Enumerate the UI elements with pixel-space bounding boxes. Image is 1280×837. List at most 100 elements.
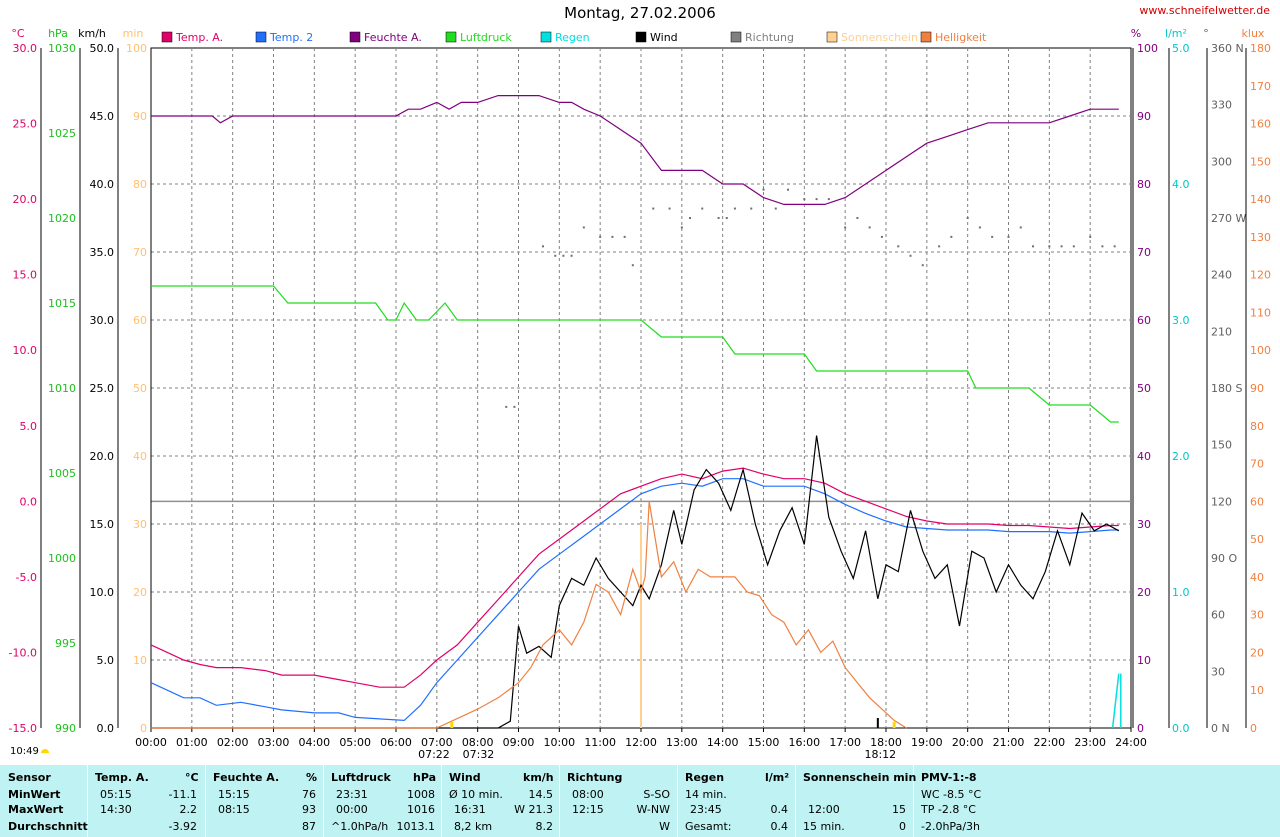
direction-dot [921, 264, 924, 267]
wind-distance: 8,2 km [454, 820, 493, 833]
pres-max-time: 00:00 [336, 803, 368, 816]
axis-tick-sun: 100 [126, 42, 147, 55]
hum-min: 76 [302, 788, 316, 801]
direction-dot [966, 217, 969, 219]
axis-tick-temp: -15.0 [9, 722, 37, 735]
axis-tick-temp: 0.0 [20, 495, 38, 508]
rain-max-time: 23:45 [690, 803, 722, 816]
axis-tick-sun: 10 [133, 654, 147, 667]
row-avg: Durchschnitt [8, 820, 88, 833]
x-tick-label: 09:00 [503, 736, 535, 749]
axis-tick-wind: 0.0 [97, 722, 115, 735]
axis-tick-dir: 90 O [1211, 552, 1237, 565]
wind-min: 14.5 [528, 788, 554, 801]
site-url[interactable]: www.schneifelwetter.de [1139, 4, 1270, 17]
header-rain: Regen [685, 771, 725, 784]
axis-tick-wind: 45.0 [90, 110, 115, 123]
legend-swatch [445, 31, 457, 43]
direction-dot [1019, 226, 1022, 229]
axis-tick-wind: 20.0 [90, 450, 115, 463]
hum-avg: 87 [302, 820, 316, 833]
temp-avg: -3.92 [168, 820, 197, 833]
header-wind: Wind [449, 771, 481, 784]
hum-min-time: 15:15 [218, 788, 250, 801]
axis-tick-rain: 4.0 [1172, 178, 1190, 191]
axis-tick-lux: 60 [1250, 495, 1264, 508]
series-wind [151, 435, 1120, 729]
axis-tick-humidity: 60 [1137, 314, 1151, 327]
axis-unit-lux: klux [1242, 27, 1265, 40]
x-tick-label: 13:00 [666, 736, 698, 749]
direction-dot [750, 207, 753, 210]
direction-dot [787, 188, 789, 191]
axis-tick-sun: 50 [133, 382, 147, 395]
x-tick-label: 17:00 [829, 736, 861, 749]
axis-tick-temp: 25.0 [13, 118, 38, 131]
header-dir: Richtung [567, 771, 623, 784]
axis-unit-pressure: hPa [48, 27, 68, 40]
direction-dot [689, 217, 691, 219]
axis-tick-humidity: 30 [1137, 518, 1151, 531]
sun-icon [40, 749, 49, 753]
direction-dot [868, 226, 871, 229]
axis-tick-pressure: 1030 [48, 42, 76, 55]
x-tick-label: 19:00 [911, 736, 943, 749]
axis-tick-pressure: 990 [55, 722, 76, 735]
direction-dot [880, 235, 883, 238]
axis-tick-wind: 10.0 [90, 586, 115, 599]
axis-tick-pressure: 1010 [48, 382, 76, 395]
x-tick-label: 01:00 [176, 736, 208, 749]
axis-tick-humidity: 0 [1137, 722, 1144, 735]
axis-tick-temp: 20.0 [13, 193, 38, 206]
pres-min: 1008 [407, 788, 435, 801]
header-pres: Luftdruck [331, 771, 391, 784]
pres-trend: ^1.0hPa/h [331, 820, 389, 833]
direction-dot [1007, 235, 1010, 238]
axis-tick-dir: 150 [1211, 439, 1232, 452]
x-tick-label: 02:00 [217, 736, 249, 749]
axis-tick-lux: 140 [1250, 193, 1271, 206]
axis-tick-wind: 30.0 [90, 314, 115, 327]
header-wind-unit: km/h [523, 771, 554, 784]
axis-tick-dir: 210 [1211, 325, 1232, 338]
axis-unit-wind: km/h [78, 27, 106, 40]
axis-tick-lux: 100 [1250, 344, 1271, 357]
x-tick-label: 03:00 [258, 736, 290, 749]
direction-dot [717, 217, 720, 219]
axis-tick-sun: 20 [133, 586, 147, 599]
x-tick-label: 22:00 [1033, 736, 1065, 749]
pmv-windchill: WC -8.5 °C [921, 788, 982, 801]
direction-dot [938, 245, 941, 248]
x-tick-label: 23:00 [1074, 736, 1106, 749]
axis-tick-dir: 0 N [1211, 722, 1230, 735]
axis-unit-rain: l/m² [1165, 27, 1187, 40]
x-tick-label: 08:00 [462, 736, 494, 749]
axis-tick-dir: 120 [1211, 495, 1232, 508]
legend-swatch [349, 31, 361, 43]
header-sun: Sonnenschein min [803, 771, 917, 784]
direction-dot [652, 207, 655, 210]
temp-max: 2.2 [179, 803, 198, 816]
header-temp: Temp. A. [95, 771, 149, 784]
direction-dot [856, 217, 859, 219]
divider [441, 765, 442, 837]
axis-tick-sun: 40 [133, 450, 147, 463]
axis-tick-lux: 10 [1250, 684, 1264, 697]
axis-tick-humidity: 50 [1137, 382, 1151, 395]
divider [559, 765, 560, 837]
wind-min-label: Ø 10 min. [449, 788, 503, 801]
header-rain-unit: l/m² [765, 771, 790, 784]
x-tick-label: 18:00 [870, 736, 902, 749]
sun-duration: 15 min. [803, 820, 845, 833]
axis-tick-humidity: 100 [1137, 42, 1158, 55]
axis-tick-sun: 70 [133, 246, 147, 259]
direction-dot [599, 235, 602, 238]
direction-dot [774, 207, 777, 210]
axis-tick-lux: 160 [1250, 118, 1271, 131]
direction-dot [513, 405, 516, 408]
divider [913, 765, 914, 837]
direction-dot [611, 235, 614, 238]
axis-tick-wind: 25.0 [90, 382, 115, 395]
pres-max: 1016 [407, 803, 435, 816]
sunset-label: 18:12 [864, 748, 896, 761]
